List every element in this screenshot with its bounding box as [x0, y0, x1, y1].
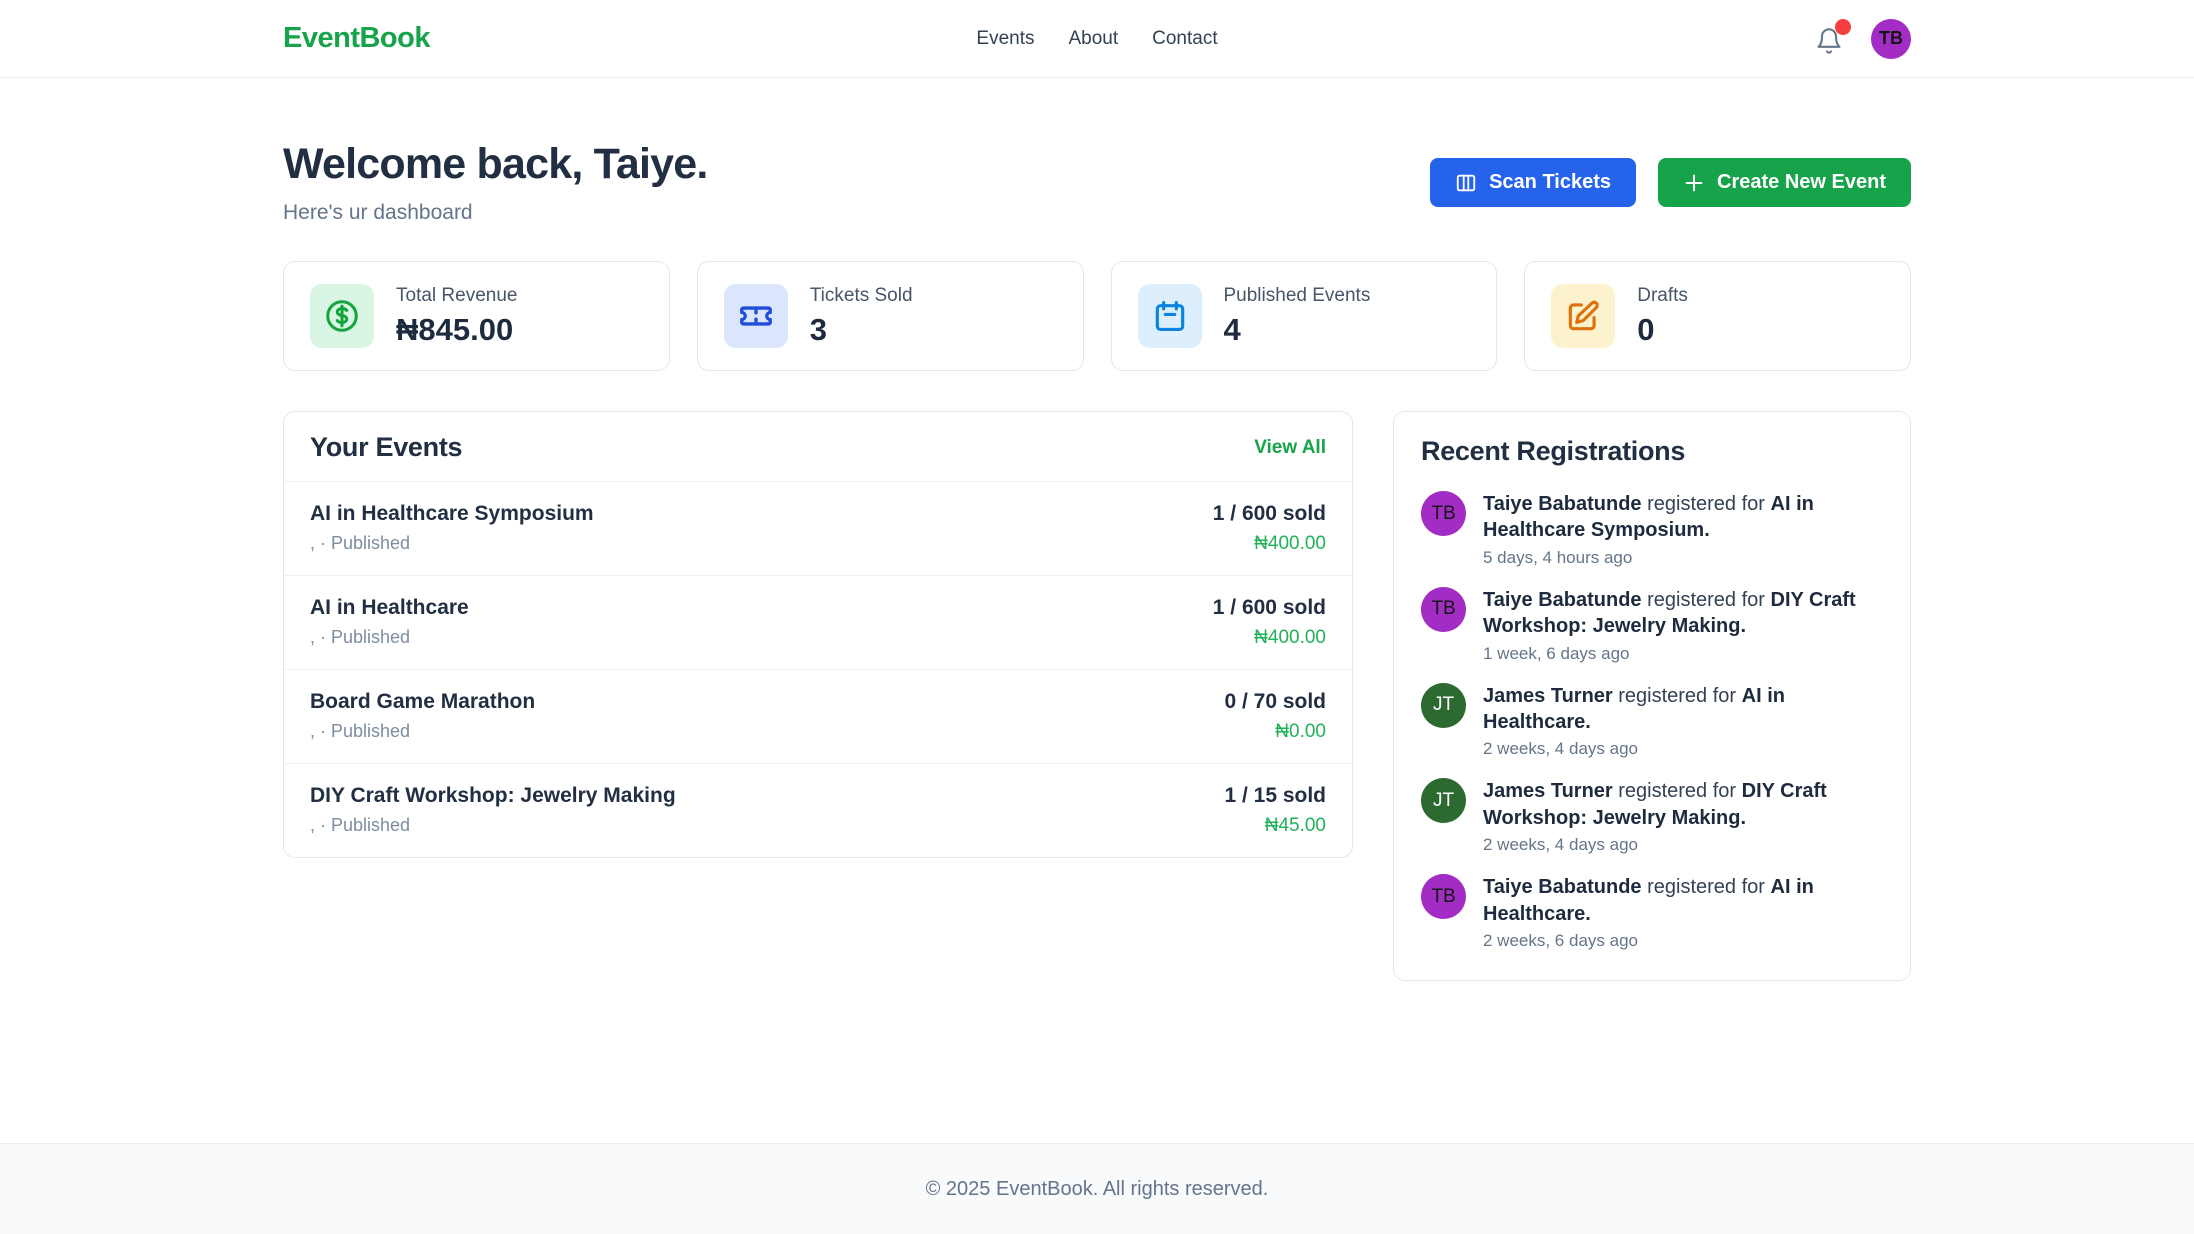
copyright-text: © 2025 EventBook. All rights reserved. [925, 1177, 1269, 1200]
registration-item: TB Taiye Babatunde registered for AI in … [1421, 874, 1883, 951]
registration-text: Taiye Babatunde registered for AI in Hea… [1483, 874, 1883, 927]
registration-item: TB Taiye Babatunde registered for AI in … [1421, 491, 1883, 568]
create-new-event-label: Create New Event [1717, 171, 1886, 193]
notification-dot [1835, 18, 1852, 35]
stat-card-tickets-sold: Tickets Sold 3 [696, 261, 1084, 371]
event-row[interactable]: AI in Healthcare Symposium , · Published… [284, 482, 1352, 576]
stats-row: Total Revenue ₦845.00 Tickets Sold 3 [283, 261, 1911, 371]
notifications-button[interactable] [1815, 18, 1852, 55]
registrant-name: Taiye Babatunde [1483, 876, 1642, 899]
registration-item: JT James Turner registered for AI in Hea… [1421, 682, 1883, 760]
event-meta: , · Published [310, 627, 411, 647]
scan-tickets-button[interactable]: Scan Tickets [1430, 158, 1637, 207]
event-revenue: ₦400.00 [1254, 627, 1326, 648]
event-revenue: ₦400.00 [1254, 533, 1326, 554]
edit-square-icon [1569, 300, 1600, 331]
event-sold: 1 / 600 sold [1212, 596, 1326, 619]
registrant-avatar: TB [1421, 874, 1466, 920]
registration-text: James Turner registered for DIY Craft Wo… [1483, 778, 1883, 831]
registration-verb: registered for [1612, 780, 1742, 803]
your-events-panel: Your Events View All AI in Healthcare Sy… [283, 411, 1353, 858]
registration-event: AI in Healthcare. [1483, 876, 1814, 925]
stat-label: Total Revenue [396, 284, 518, 306]
view-all-link[interactable]: View All [1254, 436, 1326, 458]
stat-card-published-events: Published Events 4 [1110, 261, 1498, 371]
registration-verb: registered for [1641, 588, 1771, 611]
registration-event: AI in Healthcare Symposium. [1483, 493, 1814, 542]
stat-card-total-revenue: Total Revenue ₦845.00 [283, 261, 670, 371]
registration-item: JT James Turner registered for DIY Craft… [1421, 778, 1883, 855]
event-meta: , · Published [310, 815, 411, 835]
event-row[interactable]: DIY Craft Workshop: Jewelry Making , · P… [284, 764, 1352, 857]
registrant-avatar: JT [1421, 682, 1466, 728]
stat-label: Tickets Sold [809, 284, 913, 306]
registration-verb: registered for [1641, 493, 1771, 515]
scan-tickets-label: Scan Tickets [1489, 171, 1612, 193]
event-meta: , · Published [310, 533, 411, 553]
registration-time: 2 weeks, 4 days ago [1483, 835, 1638, 855]
registration-event: DIY Craft Workshop: Jewelry Making. [1483, 588, 1856, 638]
stat-card-drafts: Drafts 0 [1524, 261, 1911, 371]
columns-icon [1456, 174, 1476, 191]
registration-text: Taiye Babatunde registered for AI in Hea… [1483, 491, 1883, 544]
event-name: AI in Healthcare [310, 596, 469, 619]
page-footer: © 2025 EventBook. All rights reserved. [0, 1143, 2194, 1234]
dollar-circle-icon [326, 300, 358, 332]
registration-time: 5 days, 4 hours ago [1483, 547, 1633, 567]
event-meta: , · Published [310, 721, 411, 741]
ticket-icon [739, 306, 772, 326]
registration-event: AI in Healthcare. [1483, 684, 1785, 733]
registration-verb: registered for [1612, 684, 1742, 707]
event-revenue: ₦45.00 [1264, 815, 1326, 836]
your-events-title: Your Events [310, 432, 463, 462]
stat-value: ₦845.00 [396, 311, 514, 347]
registration-text: James Turner registered for AI in Health… [1483, 683, 1883, 736]
stat-label: Drafts [1637, 284, 1688, 306]
registrant-name: Taiye Babatunde [1483, 493, 1642, 515]
dashboard-main: Welcome back, Taiye. Here's ur dashboard… [0, 78, 2194, 1143]
calendar-icon [1155, 300, 1184, 332]
registration-text: Taiye Babatunde registered for DIY Craft… [1483, 587, 1883, 640]
event-row[interactable]: AI in Healthcare , · Published 1 / 600 s… [284, 576, 1352, 670]
registration-time: 1 week, 6 days ago [1483, 643, 1630, 663]
stat-label: Published Events [1223, 284, 1371, 306]
registrant-avatar: TB [1421, 586, 1466, 632]
registrant-name: James Turner [1483, 780, 1613, 803]
page-title: Welcome back, Taiye. [283, 140, 708, 188]
brand-logo[interactable]: EventBook [283, 22, 430, 54]
stat-value: 0 [1637, 311, 1655, 347]
recent-registrations-panel: Recent Registrations TB Taiye Babatunde … [1393, 411, 1911, 981]
event-row[interactable]: Board Game Marathon , · Published 0 / 70… [284, 670, 1352, 764]
page-subtitle: Here's ur dashboard [283, 201, 473, 224]
plus-icon [1685, 174, 1703, 191]
registration-verb: registered for [1641, 876, 1771, 899]
stat-value: 3 [809, 311, 827, 347]
registration-time: 2 weeks, 6 days ago [1483, 930, 1638, 950]
registrant-name: Taiye Babatunde [1483, 588, 1642, 611]
registrant-avatar: JT [1421, 778, 1466, 824]
registration-time: 2 weeks, 4 days ago [1483, 739, 1638, 759]
user-avatar[interactable]: TB [1871, 18, 1912, 59]
bell-icon [1817, 27, 1841, 54]
nav-link-about[interactable]: About [1068, 27, 1119, 49]
recent-registrations-title: Recent Registrations [1421, 436, 1686, 466]
event-sold: 1 / 600 sold [1212, 502, 1326, 525]
create-new-event-button[interactable]: Create New Event [1658, 158, 1911, 207]
event-name: DIY Craft Workshop: Jewelry Making [310, 784, 676, 807]
registrant-name: James Turner [1483, 684, 1613, 707]
welcome-section: Welcome back, Taiye. Here's ur dashboard… [283, 140, 1911, 225]
main-nav: Events About Contact [976, 28, 1217, 50]
top-navbar: EventBook Events About Contact TB [0, 0, 2194, 78]
event-sold: 0 / 70 sold [1224, 690, 1326, 713]
registration-event: DIY Craft Workshop: Jewelry Making. [1483, 780, 1827, 829]
nav-link-contact[interactable]: Contact [1152, 27, 1218, 49]
event-sold: 1 / 15 sold [1224, 784, 1326, 807]
registrant-avatar: TB [1421, 491, 1466, 536]
registration-item: TB Taiye Babatunde registered for DIY Cr… [1421, 586, 1883, 664]
event-name: AI in Healthcare Symposium [310, 502, 594, 525]
stat-value: 4 [1223, 311, 1241, 347]
nav-link-events[interactable]: Events [976, 27, 1035, 49]
event-name: Board Game Marathon [310, 690, 536, 713]
event-revenue: ₦0.00 [1275, 721, 1326, 742]
